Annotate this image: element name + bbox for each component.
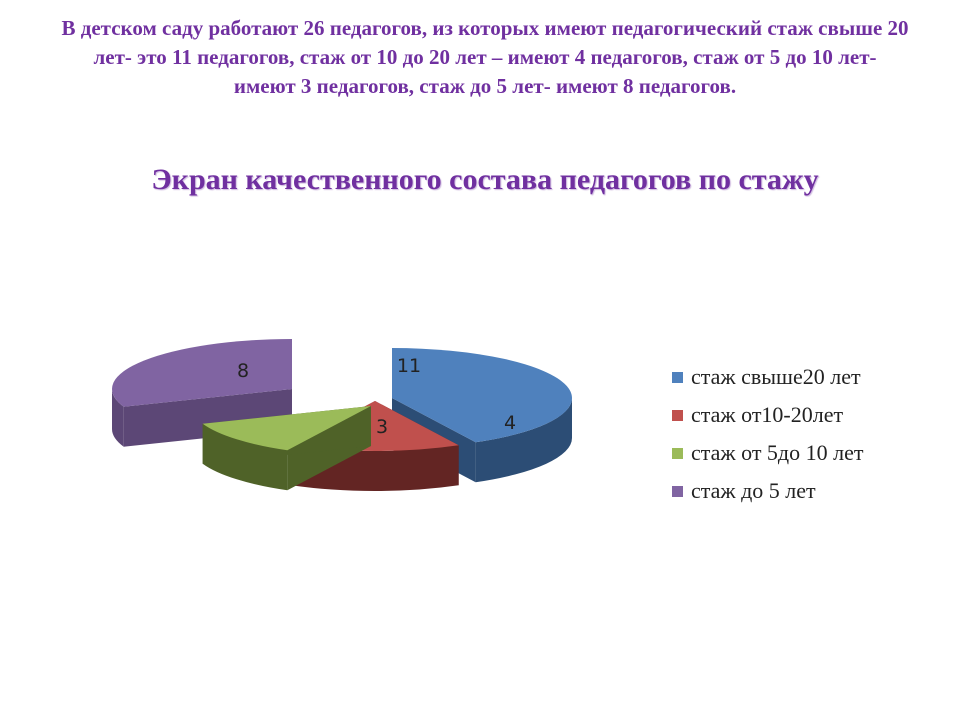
legend-label-2: стаж от10-20лет [691, 402, 844, 427]
legend-swatch-4 [672, 485, 683, 497]
data-label-2: 4 [504, 412, 516, 434]
intro-text: В детском саду работают 26 педагогов, из… [61, 16, 909, 98]
pie-slice-top-3 [202, 406, 371, 451]
pie-slice-rim-1 [475, 398, 572, 483]
legend-label-1: стаж свыше20 лет [691, 364, 861, 389]
legend-label-3: стаж от 5до 10 лет [691, 440, 864, 465]
legend-item-1: стаж свыше20 лет [672, 358, 952, 396]
pie-slice-top-1 [392, 348, 572, 443]
legend-item-4: стаж до 5 лет [672, 472, 952, 510]
pie-slice-4 [111, 339, 292, 447]
chart-legend: стаж свыше20 лет стаж от10-20лет стаж от 5… [672, 358, 952, 510]
legend-item-3: стаж от 5до 10 лет [672, 434, 952, 472]
legend-label-4: стаж до 5 лет [691, 478, 816, 503]
legend-item-2: стаж от10-20лет [672, 396, 952, 434]
pie-slice-rim-3 [202, 423, 288, 491]
chart-title: Экран качественного состава педагогов по… [151, 163, 819, 196]
legend-swatch-2 [672, 409, 683, 421]
data-label-1: 11 [397, 355, 421, 377]
data-label-4: 8 [237, 360, 249, 382]
data-label-3: 3 [376, 416, 388, 438]
pie-slice-rim-4 [112, 389, 124, 447]
legend-swatch-3 [672, 447, 683, 459]
pie-slice-3 [202, 406, 371, 491]
legend-swatch-1 [672, 371, 683, 383]
pie-slice-top-4 [111, 339, 292, 407]
pie-chart-svg: 11 4 3 8 [111, 339, 572, 491]
pie-chart: 11 4 3 8 [100, 330, 600, 530]
